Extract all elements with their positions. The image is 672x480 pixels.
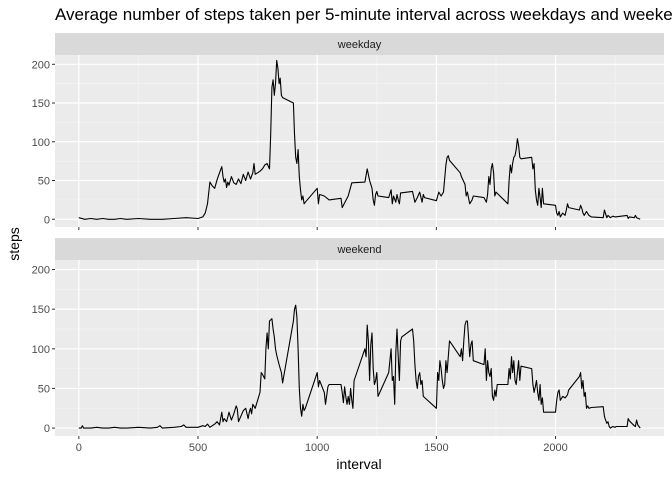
panel-background	[55, 260, 664, 436]
y-tick-label: 0	[44, 214, 50, 226]
y-tick-label: 0	[44, 423, 50, 435]
y-tick-label: 150	[32, 304, 50, 316]
panel-weekday: weekday 0 50 100 150 200	[32, 33, 664, 230]
series-line-weekend	[78, 304, 641, 429]
y-tick-label: 150	[32, 98, 50, 110]
series-line-weekday	[78, 59, 641, 220]
y-tick-label: 100	[32, 137, 50, 149]
x-tick-label: 0	[76, 442, 82, 454]
x-tick-label: 2000	[543, 442, 567, 454]
panel-background	[55, 55, 664, 227]
y-tick-label: 50	[38, 383, 50, 395]
y-axis-label: steps	[6, 227, 22, 260]
facet-strip-label: weekend	[336, 244, 381, 256]
facet-strip	[55, 238, 664, 260]
y-tick-label: 50	[38, 176, 50, 188]
facet-strip-label: weekday	[337, 39, 382, 51]
x-tick-label: 500	[189, 442, 207, 454]
chart-title: Average number of steps taken per 5-minu…	[55, 5, 672, 24]
y-tick-label: 100	[32, 344, 50, 356]
y-tick-label: 200	[32, 59, 50, 71]
x-tick-label: 1000	[305, 442, 329, 454]
x-axis-label: interval	[336, 456, 381, 472]
y-tick-label: 200	[32, 265, 50, 277]
facet-strip	[55, 33, 664, 55]
x-tick-label: 1500	[424, 442, 448, 454]
